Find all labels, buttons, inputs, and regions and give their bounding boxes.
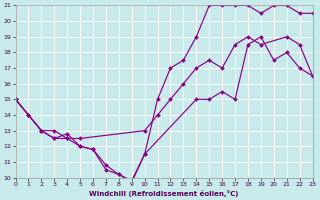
X-axis label: Windchill (Refroidissement éolien,°C): Windchill (Refroidissement éolien,°C) xyxy=(89,190,239,197)
